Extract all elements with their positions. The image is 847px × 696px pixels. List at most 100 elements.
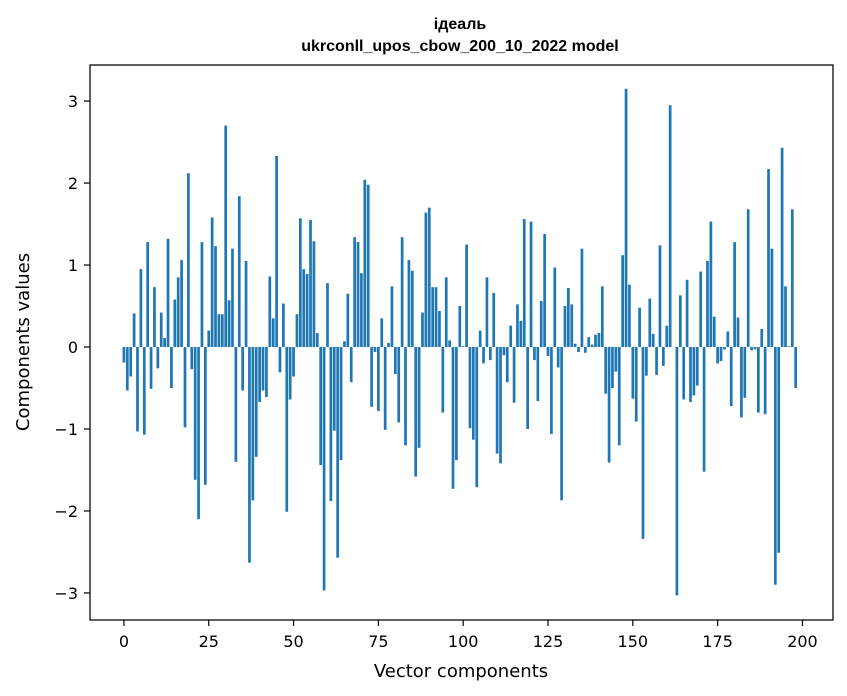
- y-tick-label: −3: [54, 584, 78, 603]
- bar-8: [149, 347, 153, 389]
- bar-74: [373, 347, 377, 352]
- bar-123: [539, 301, 543, 348]
- bar-153: [641, 347, 645, 539]
- bar-178: [726, 331, 730, 348]
- chart-subtitle: ukrconll_upos_cbow_200_10_2022 model: [301, 38, 618, 55]
- bar-3: [132, 313, 136, 348]
- bar-160: [665, 325, 669, 347]
- bar-132: [570, 304, 574, 348]
- bar-129: [560, 347, 563, 501]
- bar-86: [414, 347, 418, 477]
- bar-190: [767, 169, 770, 348]
- bar-116: [516, 304, 519, 348]
- bar-69: [356, 242, 360, 348]
- bar-11: [159, 312, 163, 348]
- bar-65: [343, 341, 346, 348]
- bar-29: [220, 314, 224, 348]
- bar-4: [136, 347, 139, 432]
- bar-41: [261, 347, 265, 391]
- bar-108: [488, 347, 492, 361]
- bar-194: [780, 147, 784, 348]
- bar-5: [139, 269, 143, 348]
- bar-39: [254, 347, 258, 457]
- bar-156: [651, 333, 655, 348]
- bar-91: [431, 287, 435, 347]
- bar-146: [617, 347, 621, 446]
- bar-180: [733, 242, 736, 348]
- bar-71: [363, 179, 367, 348]
- bar-53: [302, 269, 306, 348]
- bar-66: [346, 293, 350, 348]
- bar-140: [597, 333, 601, 348]
- bar-155: [648, 298, 652, 348]
- y-tick-label: −1: [54, 420, 78, 439]
- bar-128: [556, 347, 560, 368]
- bar-183: [743, 347, 747, 398]
- bar-195: [784, 286, 787, 347]
- bar-57: [315, 333, 319, 348]
- bar-182: [740, 347, 743, 418]
- bar-64: [339, 347, 343, 461]
- bar-172: [706, 260, 709, 348]
- x-tick-label: 125: [533, 632, 564, 651]
- bar-79: [390, 286, 394, 347]
- bar-134: [577, 347, 580, 352]
- bar-149: [628, 284, 631, 347]
- bar-165: [682, 347, 686, 400]
- bar-174: [712, 316, 716, 348]
- bar-62: [332, 347, 336, 431]
- bar-95: [444, 277, 448, 348]
- bar-76: [380, 318, 384, 348]
- bar-46: [278, 347, 282, 373]
- y-axis-label: Components values: [13, 253, 34, 431]
- bar-36: [244, 260, 248, 348]
- bar-49: [288, 347, 292, 400]
- bar-10: [156, 347, 160, 369]
- bar-159: [662, 347, 665, 366]
- bar-113: [505, 347, 509, 383]
- bar-189: [763, 347, 767, 415]
- bar-125: [546, 347, 550, 357]
- bar-45: [275, 156, 278, 348]
- bar-161: [668, 105, 672, 348]
- bar-138: [590, 344, 594, 348]
- bar-179: [729, 347, 733, 407]
- bar-0: [122, 347, 126, 363]
- bar-196: [787, 346, 791, 348]
- x-tick-label: 150: [618, 632, 649, 651]
- bar-55: [309, 219, 312, 348]
- bar-167: [689, 347, 692, 402]
- bar-114: [509, 325, 513, 347]
- x-tick-label: 175: [702, 632, 733, 651]
- bar-127: [553, 267, 557, 348]
- bar-68: [353, 237, 356, 348]
- x-axis-label: Vector components: [374, 661, 548, 682]
- bar-15: [173, 299, 177, 348]
- bar-177: [723, 347, 726, 350]
- bar-173: [709, 221, 713, 348]
- bar-82: [400, 237, 404, 348]
- x-tick-label: 0: [119, 632, 129, 651]
- bar-102: [468, 347, 472, 429]
- x-tick-label: 50: [283, 632, 303, 651]
- bar-105: [478, 330, 482, 348]
- bar-184: [746, 209, 750, 348]
- bar-73: [370, 347, 373, 407]
- bar-185: [750, 347, 753, 351]
- bar-142: [604, 347, 608, 394]
- bar-83: [404, 347, 407, 446]
- bar-96: [448, 340, 451, 348]
- bar-80: [393, 347, 397, 375]
- bar-136: [583, 347, 587, 353]
- bar-186: [753, 347, 757, 350]
- bar-67: [349, 347, 353, 383]
- bar-170: [699, 271, 703, 348]
- x-tick-label: 75: [368, 632, 388, 651]
- bar-31: [227, 300, 231, 348]
- bar-101: [465, 244, 468, 347]
- bar-192: [773, 347, 777, 585]
- bar-43: [268, 276, 272, 348]
- bar-50: [292, 347, 295, 377]
- x-tick-label: 200: [787, 632, 818, 651]
- bar-33: [234, 347, 238, 462]
